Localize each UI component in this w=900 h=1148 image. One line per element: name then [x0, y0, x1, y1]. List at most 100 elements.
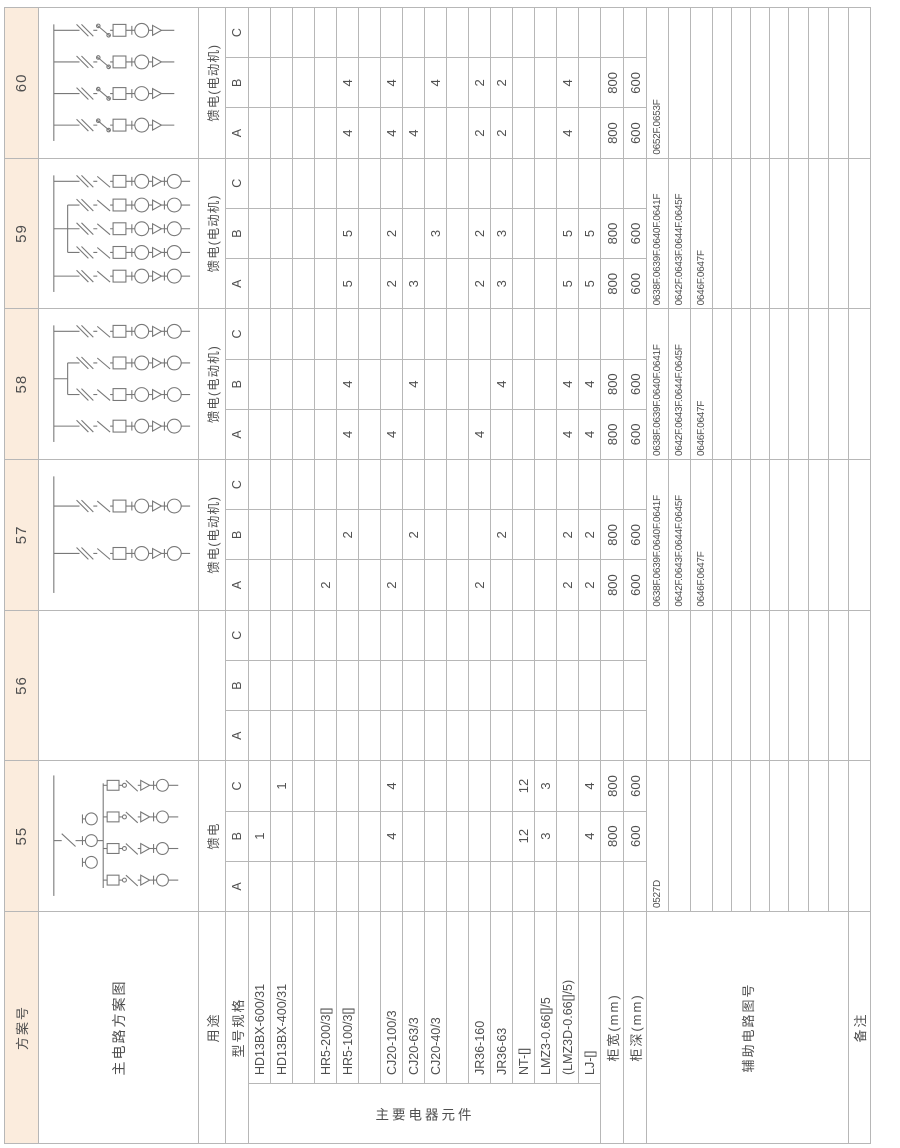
width-56-C: [601, 609, 624, 660]
value-55-B-row8: [425, 810, 447, 861]
one-line-diagram: [52, 324, 190, 443]
aux-57-line2: 0646F.0647F: [691, 459, 713, 610]
value-59-A-row13: [535, 258, 557, 309]
value-58-B-row7: 4: [403, 358, 425, 409]
value-58-B-row9: [447, 358, 469, 409]
depth-56-C: [624, 609, 647, 660]
value-59-A-row5: [359, 258, 381, 309]
value-58-B-row10: [469, 358, 491, 409]
value-55-A-row5: [359, 860, 381, 911]
value-55-B-row4: [337, 810, 359, 861]
aux-58-line5: [751, 308, 770, 459]
aux-56-line5: [751, 609, 770, 761]
value-60-A-row1: [271, 107, 293, 158]
value-55-B-row1: [271, 810, 293, 861]
scheme-59-subcol-B: B: [226, 207, 249, 259]
value-57-C-row14: [557, 459, 579, 510]
value-55-C-row10: [469, 760, 491, 811]
value-57-C-row12: [513, 459, 535, 510]
aux-55-line2: [691, 760, 713, 911]
scheme-55-usage: 馈电: [199, 760, 226, 911]
value-58-C-row13: [535, 308, 557, 359]
value-58-C-row0: [249, 308, 271, 359]
value-60-C-row5: [359, 7, 381, 58]
value-56-B-row14: [557, 659, 579, 711]
component-label-6: CJ20-100/3: [381, 911, 403, 1083]
component-label-14: (LMZ3D-0.66[]/5): [557, 911, 579, 1083]
aux-58-line3: [713, 308, 732, 459]
value-55-A-row14: [557, 860, 579, 911]
value-57-B-row14: 2: [557, 509, 579, 560]
width-60-A: 800: [601, 107, 624, 158]
value-58-B-row5: [359, 358, 381, 409]
value-60-A-row2: [293, 107, 315, 158]
value-60-C-row12: [513, 7, 535, 58]
width-57-B: 800: [601, 509, 624, 560]
value-56-A-row12: [513, 710, 535, 761]
value-56-A-row14: [557, 710, 579, 761]
value-55-B-row10: [469, 810, 491, 861]
value-57-A-row15: 2: [579, 559, 601, 610]
value-55-B-row15: 4: [579, 810, 601, 861]
width-59-A: 800: [601, 258, 624, 309]
value-58-C-row15: [579, 308, 601, 359]
scheme-57-number: 57: [5, 459, 39, 610]
value-57-A-row10: 2: [469, 559, 491, 610]
value-55-B-row9: [447, 810, 469, 861]
value-57-A-row6: 2: [381, 559, 403, 610]
scheme-60-subcol-B: B: [226, 57, 249, 108]
value-58-A-row14: 4: [557, 408, 579, 459]
value-60-B-row2: [293, 57, 315, 108]
value-55-A-row15: [579, 860, 601, 911]
remarks-58: [849, 308, 871, 459]
aux-60-line0: 0652F.0653F: [647, 7, 669, 158]
value-60-C-row8: [425, 7, 447, 58]
aux-56-line6: [770, 609, 789, 761]
aux-59-line4: [732, 157, 751, 309]
value-56-B-row12: [513, 659, 535, 711]
scheme-58-subcol-A: A: [226, 408, 249, 459]
width-60-B: 800: [601, 57, 624, 108]
value-58-C-row14: [557, 308, 579, 359]
aux-58-line9: [829, 308, 849, 459]
value-60-B-row9: [447, 57, 469, 108]
one-line-diagram: [52, 23, 174, 142]
value-58-C-row3: [315, 308, 337, 359]
value-56-B-row7: [403, 659, 425, 711]
width-55-C: 800: [601, 760, 624, 811]
width-56-A: [601, 710, 624, 761]
value-58-C-row7: [403, 308, 425, 359]
aux-58-line2: 0646F.0647F: [691, 308, 713, 459]
remarks-55: [849, 760, 871, 911]
value-57-B-row13: [535, 509, 557, 560]
aux-59-line7: [789, 157, 809, 309]
value-60-C-row15: [579, 7, 601, 58]
scheme-55-number: 55: [5, 760, 39, 911]
value-60-B-row12: [513, 57, 535, 108]
scheme-55-subcol-B: B: [226, 810, 249, 861]
aux-55-line7: [789, 760, 809, 911]
value-59-C-row7: [403, 157, 425, 208]
cabinet-width-header: 柜宽(mm): [601, 911, 624, 1143]
remarks-57: [849, 459, 871, 610]
aux-58-line7: [789, 308, 809, 459]
value-60-C-row14: [557, 7, 579, 58]
value-56-B-row10: [469, 659, 491, 711]
value-60-C-row1: [271, 7, 293, 58]
value-60-B-row14: 4: [557, 57, 579, 108]
scheme-55-diagram: [39, 760, 199, 911]
value-56-B-row1: [271, 659, 293, 711]
scheme-60-usage: 馈电(电动机): [199, 7, 226, 158]
aux-58-line0: 0638F.0639F.0640F.0641F: [647, 308, 669, 459]
rotated-scheme-table: 方案号 55 56 57 58 59 60 主电路方案图 用途 馈电 馈电(电动机) 馈电(电动机) 馈…: [4, 7, 871, 1144]
value-57-C-row11: [491, 459, 513, 510]
depth-59-B: 600: [624, 207, 647, 259]
value-60-A-row3: [315, 107, 337, 158]
value-58-B-row1: [271, 358, 293, 409]
value-60-A-row11: 2: [491, 107, 513, 158]
cabinet-depth-header: 柜深(mm): [624, 911, 647, 1143]
value-57-A-row0: [249, 559, 271, 610]
depth-56-A: [624, 710, 647, 761]
value-57-B-row7: 2: [403, 509, 425, 560]
